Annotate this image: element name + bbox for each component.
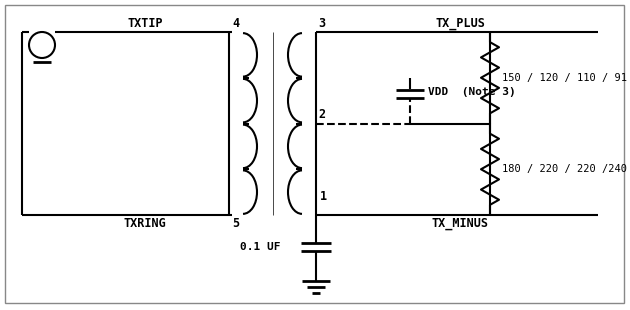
Text: 3: 3 <box>318 17 325 30</box>
Text: TX_PLUS: TX_PLUS <box>435 17 485 30</box>
Text: TXTIP: TXTIP <box>127 17 163 30</box>
Text: TX_MINUS: TX_MINUS <box>432 217 488 230</box>
Text: 1: 1 <box>320 191 327 203</box>
Text: 180 / 220 / 220 /240 Ω: 180 / 220 / 220 /240 Ω <box>502 164 630 174</box>
Text: TXRING: TXRING <box>123 217 166 230</box>
Text: 4: 4 <box>232 17 239 30</box>
Text: 150 / 120 / 110 / 91 Ω: 150 / 120 / 110 / 91 Ω <box>502 73 630 83</box>
Text: VDD  (Note 3): VDD (Note 3) <box>428 87 516 97</box>
Text: 0.1 UF: 0.1 UF <box>239 242 280 252</box>
Text: 2: 2 <box>318 108 325 122</box>
Text: 5: 5 <box>232 217 239 230</box>
